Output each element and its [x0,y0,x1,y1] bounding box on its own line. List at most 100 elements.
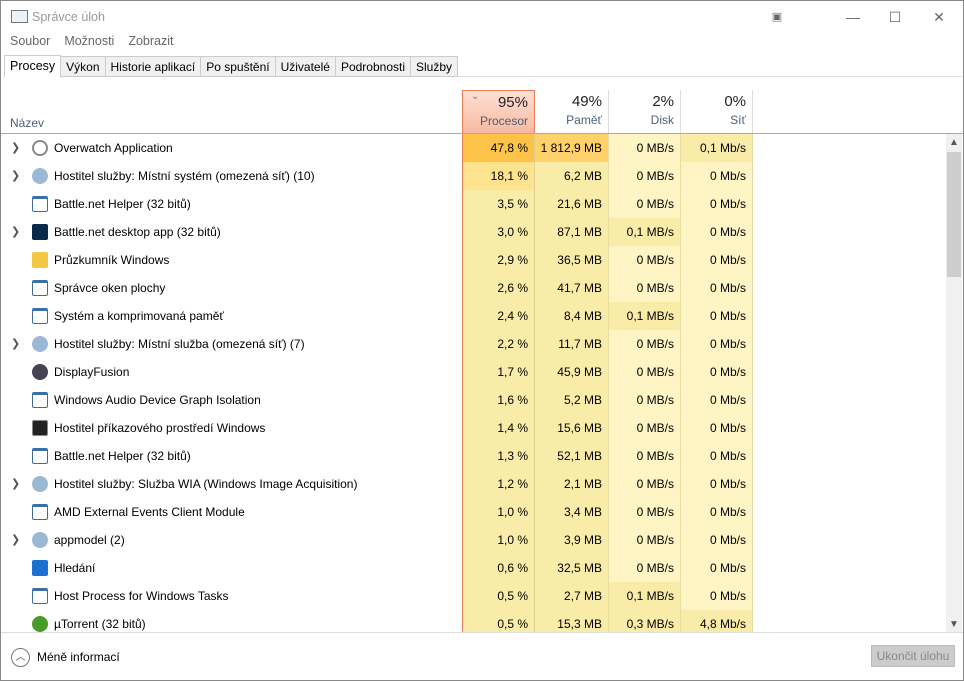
process-row[interactable]: Battle.net Helper (32 bitů) 3,5 % 21,6 MB 0… [1,190,949,218]
scroll-up-icon[interactable]: ▲ [949,137,959,148]
cpu-cell: 1,2 % [462,470,535,498]
process-row[interactable]: ❯ appmodel (2) 1,0 % 3,9 MB 0 MB/s 0 Mb/s [1,526,949,554]
process-row[interactable]: Průzkumník Windows 2,9 % 36,5 MB 0 MB/s 0 Mb… [1,246,949,274]
column-memory[interactable]: 49% Paměť [535,90,609,133]
network-cell: 0 Mb/s [681,498,753,526]
expand-chevron-icon[interactable]: ❯ [11,226,21,238]
disk-cell: 0 MB/s [609,442,681,470]
close-button[interactable]: ✕ [933,9,945,25]
scroll-down-icon[interactable]: ▼ [949,619,959,630]
title-bar: Správce úloh ▣ — ☐ ✕ [1,1,963,33]
process-row[interactable]: Hledání 0,6 % 32,5 MB 0 MB/s 0 Mb/s [1,554,949,582]
chevron-up-icon[interactable]: ︿ [11,648,30,667]
process-name: Hostitel služby: Místní služba (omezená … [54,337,305,351]
process-row[interactable]: Systém a komprimovaná paměť 2,4 % 8,4 MB 0,… [1,302,949,330]
network-cell: 0 Mb/s [681,330,753,358]
process-row[interactable]: ❯ Hostitel služby: Místní služba (omezená… [1,330,949,358]
column-cpu[interactable]: ⌄ 95% Procesor [462,90,535,133]
app-window-icon [32,392,48,408]
memory-cell: 15,6 MB [535,414,609,442]
tab-performance[interactable]: Výkon [61,56,106,77]
process-row[interactable]: DisplayFusion 1,7 % 45,9 MB 0 MB/s 0 Mb/s [1,358,949,386]
memory-cell: 36,5 MB [535,246,609,274]
memory-label: Paměť [566,113,602,127]
cpu-cell: 3,5 % [462,190,535,218]
process-row[interactable]: Správce oken plochy 2,6 % 41,7 MB 0 MB/s 0 M… [1,274,949,302]
compact-view-icon[interactable]: ▣ [771,11,783,23]
fewer-details-link[interactable]: Méně informací [37,650,120,664]
memory-cell: 45,9 MB [535,358,609,386]
cpu-cell: 1,0 % [462,498,535,526]
disk-total: 2% [652,93,674,110]
sort-down-icon: ⌄ [471,91,480,102]
vertical-scrollbar[interactable]: ▲ ▼ [946,134,962,633]
network-cell: 0 Mb/s [681,190,753,218]
tab-details[interactable]: Podrobnosti [335,56,411,77]
end-task-button[interactable]: Ukončit úlohu [871,645,955,667]
expand-chevron-icon[interactable]: ❯ [11,534,21,546]
disk-cell: 0 MB/s [609,498,681,526]
network-cell: 0 Mb/s [681,386,753,414]
search-icon [32,560,48,576]
maximize-button[interactable]: ☐ [888,9,902,25]
menu-options[interactable]: Možnosti [64,34,115,48]
disk-cell: 0,1 MB/s [609,582,681,610]
process-name: Battle.net desktop app (32 bitů) [54,225,221,239]
process-name: Battle.net Helper (32 bitů) [54,449,191,463]
disk-cell: 0 MB/s [609,134,681,162]
cpu-cell: 2,9 % [462,246,535,274]
memory-cell: 6,2 MB [535,162,609,190]
menu-view[interactable]: Zobrazit [128,34,174,48]
memory-cell: 8,4 MB [535,302,609,330]
process-row[interactable]: Battle.net Helper (32 bitů) 1,3 % 52,1 MB 0… [1,442,949,470]
cpu-cell: 1,6 % [462,386,535,414]
network-cell: 0 Mb/s [681,582,753,610]
memory-cell: 52,1 MB [535,442,609,470]
process-row[interactable]: Host Process for Windows Tasks 0,5 % 2,7 M… [1,582,949,610]
network-cell: 0 Mb/s [681,162,753,190]
process-name: Správce oken plochy [54,281,166,295]
disk-cell: 0 MB/s [609,246,681,274]
menu-file[interactable]: Soubor [10,34,51,48]
disk-cell: 0,3 MB/s [609,610,681,633]
process-name: Hledání [54,561,96,575]
disk-cell: 0 MB/s [609,358,681,386]
column-name[interactable]: Název [10,116,45,130]
minimize-button[interactable]: — [846,9,860,25]
menu-bar: Soubor Možnosti Zobrazit [10,34,174,48]
tab-services[interactable]: Služby [411,56,459,77]
memory-cell: 5,2 MB [535,386,609,414]
process-name: Hostitel služby: Místní systém (omezená … [54,169,315,183]
tab-users[interactable]: Uživatelé [275,56,336,77]
column-network[interactable]: 0% Síť [681,90,753,133]
expand-chevron-icon[interactable]: ❯ [11,478,21,490]
process-row[interactable]: ❯ Battle.net desktop app (32 bitů) 3,0 % 87… [1,218,949,246]
scrollbar-thumb[interactable] [947,152,961,277]
gear-icon [32,532,48,548]
process-row[interactable]: ❯ Overwatch Application 47,8 % 1 812,9 MB 0 … [1,134,949,162]
cpu-cell: 18,1 % [462,162,535,190]
expand-chevron-icon[interactable]: ❯ [11,170,21,182]
displayfusion-icon [32,364,48,380]
process-name: µTorrent (32 bitů) [54,617,146,631]
network-cell: 0 Mb/s [681,414,753,442]
expand-chevron-icon[interactable]: ❯ [11,142,21,154]
cpu-cell: 2,2 % [462,330,535,358]
process-row[interactable]: Hostitel příkazového prostředí Windows 1,… [1,414,949,442]
tab-processes[interactable]: Procesy [4,55,62,78]
cpu-cell: 0,5 % [462,610,535,633]
tab-startup[interactable]: Po spuštění [201,56,276,77]
tab-app-history[interactable]: Historie aplikací [105,56,202,77]
process-row[interactable]: AMD External Events Client Module 1,0 % 3,… [1,498,949,526]
process-row[interactable]: ❯ Hostitel služby: Místní systém (omezená… [1,162,949,190]
column-disk[interactable]: 2% Disk [609,90,681,133]
network-cell: 0 Mb/s [681,358,753,386]
cpu-cell: 1,7 % [462,358,535,386]
expand-chevron-icon[interactable]: ❯ [11,338,21,350]
disk-cell: 0 MB/s [609,274,681,302]
process-row[interactable]: µTorrent (32 bitů) 0,5 % 15,3 MB 0,3 MB/s 4,… [1,610,949,633]
process-row[interactable]: ❯ Hostitel služby: Služba WIA (Windows Im… [1,470,949,498]
process-row[interactable]: Windows Audio Device Graph Isolation 1,6 … [1,386,949,414]
process-name: Systém a komprimovaná paměť [54,309,224,323]
cpu-cell: 1,0 % [462,526,535,554]
